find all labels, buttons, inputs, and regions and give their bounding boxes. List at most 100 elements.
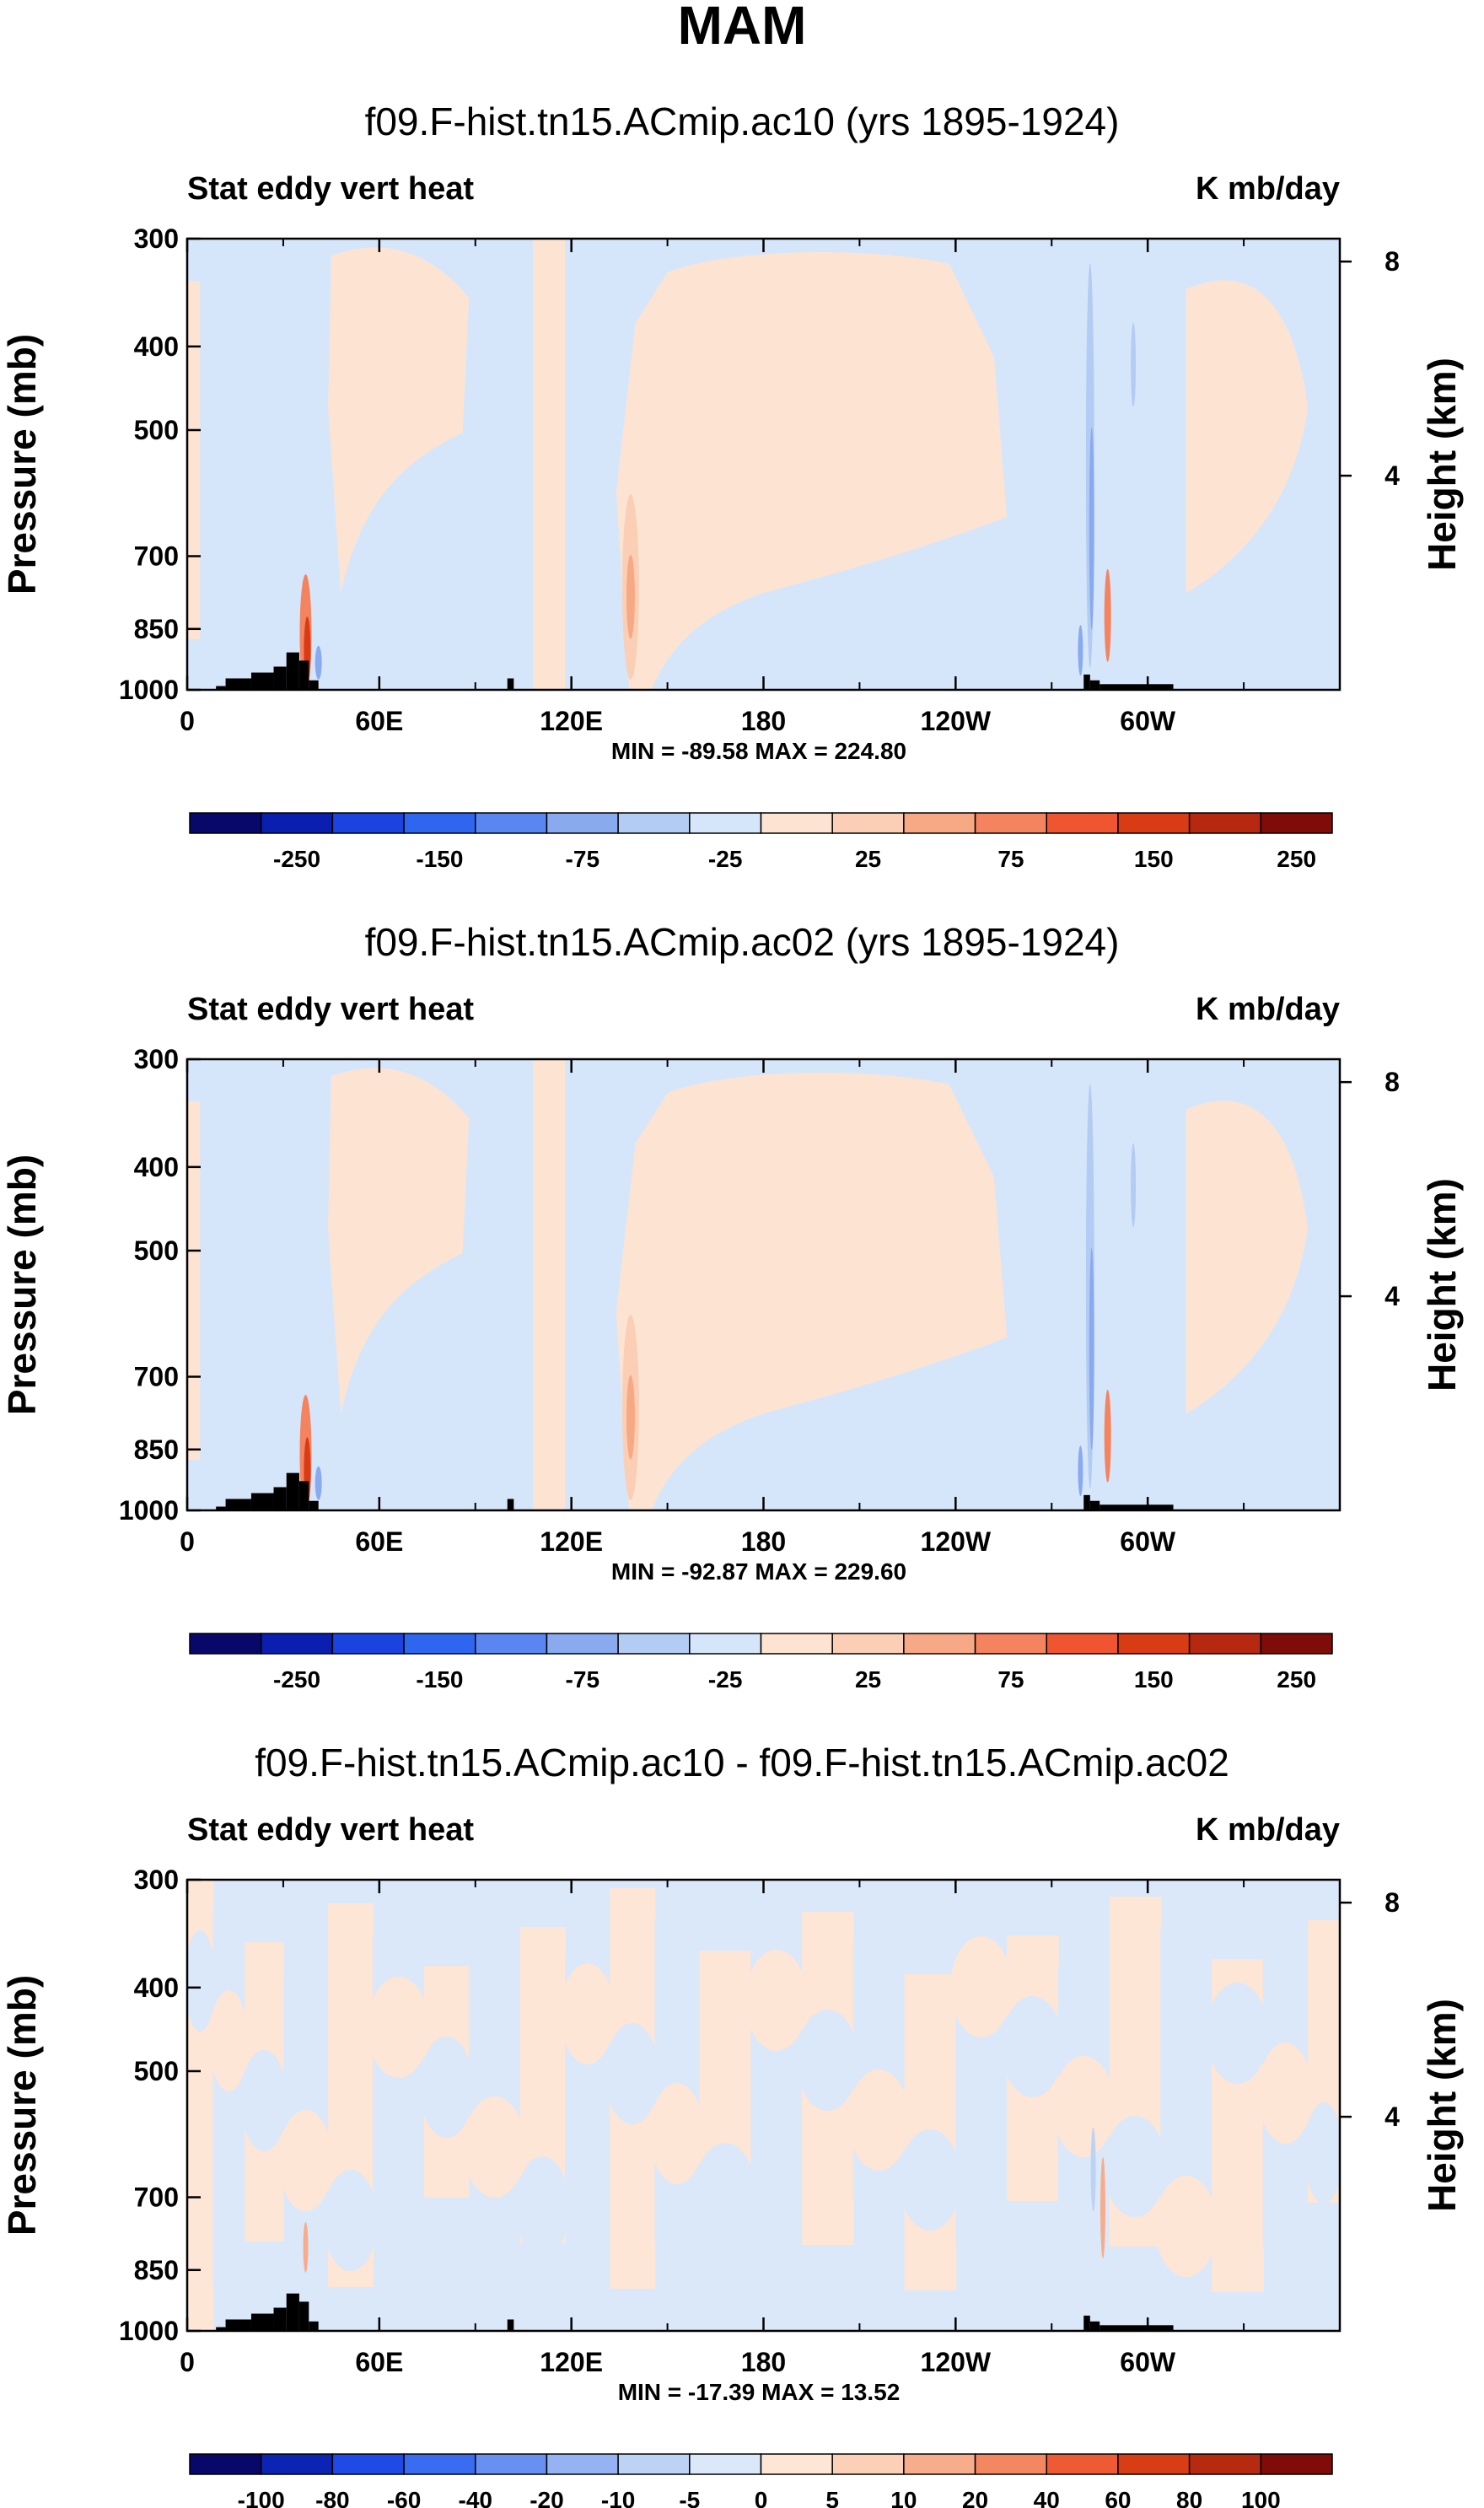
- y-right-tick-label: 4: [1385, 460, 1400, 491]
- diff-patch: [1160, 1928, 1213, 2202]
- warm-region: [328, 1068, 470, 1413]
- y-tick-label: 500: [134, 1235, 179, 1266]
- terrain-block: [216, 1506, 226, 1510]
- y-tick-label: 300: [134, 1865, 179, 1895]
- diff-patch: [1104, 2116, 1166, 2217]
- colorbar-swatch: [331, 2453, 405, 2475]
- colorbar-swatch: [403, 1633, 476, 1655]
- panel-title: f09.F-hist.tn15.ACmip.ac10 - f09.F-hist.…: [255, 1741, 1229, 1784]
- terrain-block: [1100, 2325, 1174, 2331]
- colorbar-swatch: [1260, 2453, 1333, 2475]
- contour-field: [187, 239, 1340, 690]
- cool-marker: [1131, 1143, 1137, 1228]
- x-tick-label: 180: [741, 706, 786, 736]
- colorbar-swatch: [1046, 1633, 1119, 1655]
- colorbar-swatch: [903, 812, 976, 834]
- warm-region: [1186, 1101, 1309, 1413]
- y-tick-label: 850: [134, 614, 179, 644]
- x-tick-label: 60E: [355, 706, 403, 736]
- y-right-axis-title: Height (km): [1420, 1999, 1464, 2212]
- warm-marker: [1100, 2157, 1106, 2259]
- diff-patch: [212, 1911, 246, 2286]
- x-tick-label: 60E: [355, 2347, 403, 2377]
- y-right-axis-title: Height (km): [1420, 358, 1464, 571]
- x-tick-label: 120W: [921, 1526, 992, 1557]
- colorbar-label: 250: [1277, 846, 1316, 872]
- terrain-block: [1089, 2321, 1100, 2331]
- x-tick-label: 120E: [540, 1526, 603, 1557]
- topography: [216, 1472, 1174, 1510]
- contour-field: [187, 1059, 1340, 1510]
- terrain-block: [1089, 680, 1100, 690]
- warm-column-core: [626, 554, 635, 639]
- panel-1: f09.F-hist.tn15.ACmip.ac10 (yrs 1895-192…: [0, 100, 1464, 872]
- terrain-block: [273, 666, 287, 690]
- colorbar-swatch: [974, 812, 1047, 834]
- max-marker: [303, 2221, 309, 2273]
- colorbar-swatch: [1188, 2453, 1262, 2475]
- terrain-block: [298, 660, 309, 690]
- colorbar-swatch: [1188, 812, 1262, 834]
- colorbar-label: 75: [997, 846, 1024, 872]
- min-marker: [1090, 2127, 1096, 2212]
- min-max-label: MIN = -89.58 MAX = 224.80: [611, 738, 906, 764]
- colorbar-label: -100: [238, 2487, 285, 2508]
- colorbar-swatch: [403, 2453, 476, 2475]
- warm-region: [616, 252, 1008, 690]
- colorbar-swatch: [189, 812, 262, 834]
- diff-patch: [209, 1990, 249, 2091]
- y-tick-label: 400: [134, 331, 179, 362]
- x-tick-label: 60W: [1120, 1526, 1176, 1557]
- diff-patch: [469, 1896, 521, 2288]
- y-right-axis-title: Height (km): [1420, 1178, 1464, 1391]
- x-tick-label: 0: [180, 1526, 195, 1557]
- diff-patch: [515, 2156, 570, 2258]
- warm-region: [187, 281, 201, 639]
- colorbar-swatch: [1117, 2453, 1191, 2475]
- diff-patch: [899, 2129, 961, 2231]
- colorbar-swatch: [689, 2453, 762, 2475]
- colorbar-swatch: [1260, 1633, 1333, 1655]
- diff-patch: [605, 2023, 659, 2124]
- y-axis-title: Pressure (mb): [0, 1975, 44, 2236]
- colorbar-label: -80: [315, 2487, 349, 2508]
- colorbar-swatch: [475, 1633, 548, 1655]
- diff-patch: [654, 1919, 701, 2244]
- colorbar-label: -75: [566, 846, 600, 872]
- terrain-block: [309, 1500, 319, 1510]
- diff-patch: [464, 2096, 525, 2198]
- terrain-block: [216, 2327, 226, 2331]
- warm-region: [533, 239, 566, 690]
- diff-patch: [796, 2010, 858, 2111]
- cool-marker: [1078, 625, 1083, 676]
- y-right-tick-label: 8: [1385, 246, 1400, 277]
- diff-patch: [323, 2170, 378, 2271]
- colorbar-label: 20: [962, 2487, 988, 2508]
- y-tick-label: 300: [134, 1044, 179, 1074]
- x-tick-label: 0: [180, 2347, 195, 2377]
- colorbar-label: 150: [1134, 846, 1174, 872]
- colorbar-label: 80: [1176, 2487, 1202, 2508]
- terrain-block: [216, 686, 226, 690]
- colorbar-swatch: [617, 1633, 691, 1655]
- diff-patch: [1002, 1996, 1063, 2097]
- y-right-tick-label: 8: [1385, 1887, 1400, 1918]
- min-marker: [1089, 1247, 1094, 1450]
- panel-left-string: Stat eddy vert heat: [187, 992, 474, 1027]
- colorbar-label: -250: [273, 846, 320, 872]
- colorbar-swatch: [260, 2453, 334, 2475]
- panel-units: K mb/day: [1196, 1812, 1340, 1848]
- colorbar-swatch: [1188, 1633, 1262, 1655]
- cool-marker: [1078, 1445, 1083, 1497]
- colorbar-label: 250: [1277, 1666, 1316, 1693]
- contour-field: [187, 1880, 1340, 2331]
- terrain-block: [507, 2319, 514, 2331]
- panel-title: f09.F-hist.tn15.ACmip.ac02 (yrs 1895-192…: [365, 920, 1120, 964]
- diff-patch: [1258, 2042, 1313, 2144]
- y-tick-label: 300: [134, 223, 179, 254]
- colorbar-swatch: [260, 1633, 334, 1655]
- terrain-block: [507, 678, 514, 690]
- warm-region: [187, 1101, 201, 1460]
- y-tick-label: 400: [134, 1972, 179, 2003]
- colorbar-label: 0: [755, 2487, 768, 2508]
